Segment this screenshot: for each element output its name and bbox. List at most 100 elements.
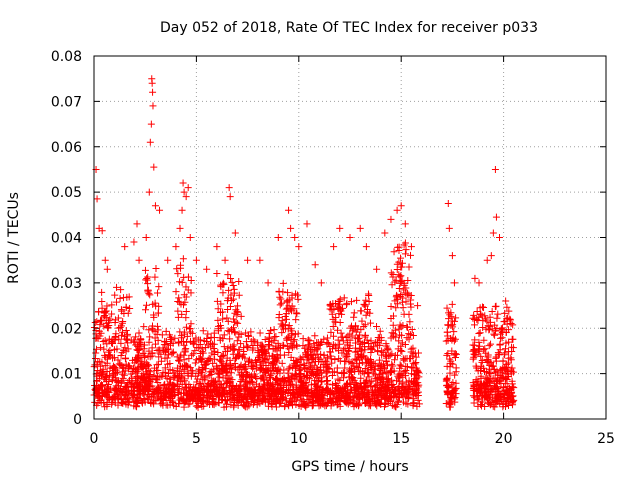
x-tick-labels: 0 5 10 15 20 25 <box>90 431 615 447</box>
data-point <box>209 394 217 402</box>
data-point <box>452 314 460 322</box>
data-point <box>504 314 512 322</box>
data-point <box>219 315 227 323</box>
data-point <box>103 302 111 310</box>
data-point <box>100 375 108 383</box>
data-point <box>402 400 410 408</box>
data-point <box>330 243 338 251</box>
data-point <box>132 369 140 377</box>
data-point <box>505 393 513 401</box>
data-point <box>160 347 168 355</box>
data-point <box>448 389 456 397</box>
data-point <box>172 288 180 296</box>
data-point <box>401 220 409 228</box>
data-point <box>305 359 313 367</box>
data-point <box>399 383 407 391</box>
data-point <box>283 336 291 344</box>
data-point <box>228 278 236 286</box>
data-point <box>228 297 236 305</box>
data-point <box>300 373 308 381</box>
data-point <box>96 382 104 390</box>
data-point <box>396 321 404 329</box>
data-point <box>179 301 187 309</box>
data-point <box>191 359 199 367</box>
data-point <box>362 243 370 251</box>
data-point <box>388 329 396 337</box>
data-point <box>350 325 358 333</box>
data-point <box>329 322 337 330</box>
data-point <box>226 335 234 343</box>
data-point <box>380 363 388 371</box>
data-point <box>363 336 371 344</box>
data-point <box>229 350 237 358</box>
data-point <box>502 339 510 347</box>
data-point <box>132 333 140 341</box>
data-point <box>289 364 297 372</box>
data-point <box>350 309 358 317</box>
data-point <box>480 346 488 354</box>
data-point <box>276 386 284 394</box>
data-point <box>194 390 202 398</box>
data-point <box>337 306 345 314</box>
data-point <box>186 325 194 333</box>
data-point <box>356 353 364 361</box>
data-point <box>311 332 319 340</box>
data-point <box>224 347 232 355</box>
data-point <box>387 215 395 223</box>
data-point <box>358 390 366 398</box>
data-point <box>501 349 509 357</box>
data-point <box>373 265 381 273</box>
data-point <box>325 339 333 347</box>
data-point <box>101 373 109 381</box>
data-point <box>113 298 121 306</box>
data-point <box>104 324 112 332</box>
data-point <box>349 373 357 381</box>
data-point <box>367 364 375 372</box>
data-point <box>241 354 249 362</box>
data-point <box>199 354 207 362</box>
data-point <box>264 398 272 406</box>
data-point <box>161 337 169 345</box>
data-point <box>180 365 188 373</box>
data-point <box>226 193 234 201</box>
data-point <box>294 295 302 303</box>
data-point <box>198 365 206 373</box>
data-point <box>481 402 489 410</box>
data-point <box>379 349 387 357</box>
data-point <box>317 350 325 358</box>
data-point <box>486 369 494 377</box>
data-point <box>331 318 339 326</box>
data-point <box>318 358 326 366</box>
data-point <box>477 352 485 360</box>
data-point <box>470 381 478 389</box>
data-point <box>347 298 355 306</box>
data-point <box>210 366 218 374</box>
data-point <box>442 375 450 383</box>
data-point <box>261 356 269 364</box>
data-point <box>368 365 376 373</box>
data-point <box>118 319 126 327</box>
data-point <box>302 349 310 357</box>
data-point <box>229 281 237 289</box>
data-point <box>300 364 308 372</box>
data-point <box>131 383 139 391</box>
y-axis-label: ROTI / TECUs <box>6 192 22 284</box>
data-point <box>505 401 513 409</box>
data-point <box>442 337 450 345</box>
data-point <box>399 373 407 381</box>
data-point <box>274 381 282 389</box>
data-point <box>170 401 178 409</box>
data-point <box>91 354 99 362</box>
data-point <box>323 384 331 392</box>
data-point <box>375 356 383 364</box>
data-point <box>494 349 502 357</box>
data-point <box>408 326 416 334</box>
data-point <box>388 393 396 401</box>
data-point <box>260 394 268 402</box>
data-point <box>124 309 132 317</box>
data-point <box>178 310 186 318</box>
data-point <box>397 254 405 262</box>
data-point <box>135 329 143 337</box>
data-point <box>445 224 453 232</box>
data-point <box>410 371 418 379</box>
